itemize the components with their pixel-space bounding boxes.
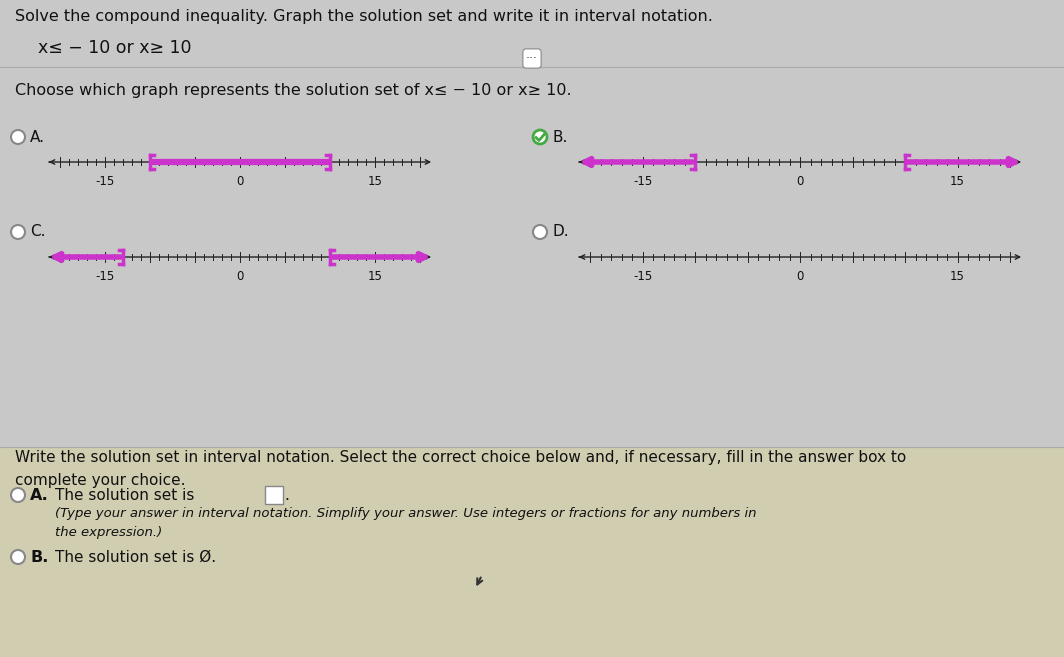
Text: A.: A. (30, 487, 49, 503)
Text: 15: 15 (950, 175, 965, 188)
Circle shape (533, 130, 547, 144)
Text: -15: -15 (633, 270, 652, 283)
Text: Solve the compound inequality. Graph the solution set and write it in interval n: Solve the compound inequality. Graph the… (15, 9, 713, 24)
Text: 0: 0 (236, 175, 244, 188)
Text: Choose which graph represents the solution set of x≤ − 10 or x≥ 10.: Choose which graph represents the soluti… (15, 83, 571, 98)
Circle shape (11, 130, 24, 144)
Text: .: . (284, 487, 288, 503)
Text: (Type your answer in interval notation. Simplify your answer. Use integers or fr: (Type your answer in interval notation. … (55, 507, 757, 539)
Text: 0: 0 (236, 270, 244, 283)
Bar (0, 447, 1064, 657)
Text: x≤ − 10 or x≥ 10: x≤ − 10 or x≥ 10 (38, 39, 192, 57)
Text: 0: 0 (796, 175, 803, 188)
Circle shape (533, 225, 547, 239)
Text: The solution set is: The solution set is (55, 487, 195, 503)
Text: Write the solution set in interval notation. Select the correct choice below and: Write the solution set in interval notat… (15, 450, 907, 488)
Text: -15: -15 (96, 175, 115, 188)
Text: The solution set is Ø.: The solution set is Ø. (55, 549, 216, 564)
Text: A.: A. (30, 129, 45, 145)
Text: 0: 0 (796, 270, 803, 283)
Circle shape (11, 225, 24, 239)
Text: ···: ··· (526, 52, 538, 65)
Text: B.: B. (552, 129, 567, 145)
Text: 15: 15 (367, 270, 382, 283)
Text: 15: 15 (950, 270, 965, 283)
Text: -15: -15 (633, 175, 652, 188)
Text: C.: C. (30, 225, 46, 240)
Text: -15: -15 (96, 270, 115, 283)
Text: 15: 15 (367, 175, 382, 188)
Circle shape (11, 488, 24, 502)
FancyBboxPatch shape (265, 486, 283, 504)
Text: D.: D. (552, 225, 568, 240)
Circle shape (11, 550, 24, 564)
Text: B.: B. (30, 549, 48, 564)
